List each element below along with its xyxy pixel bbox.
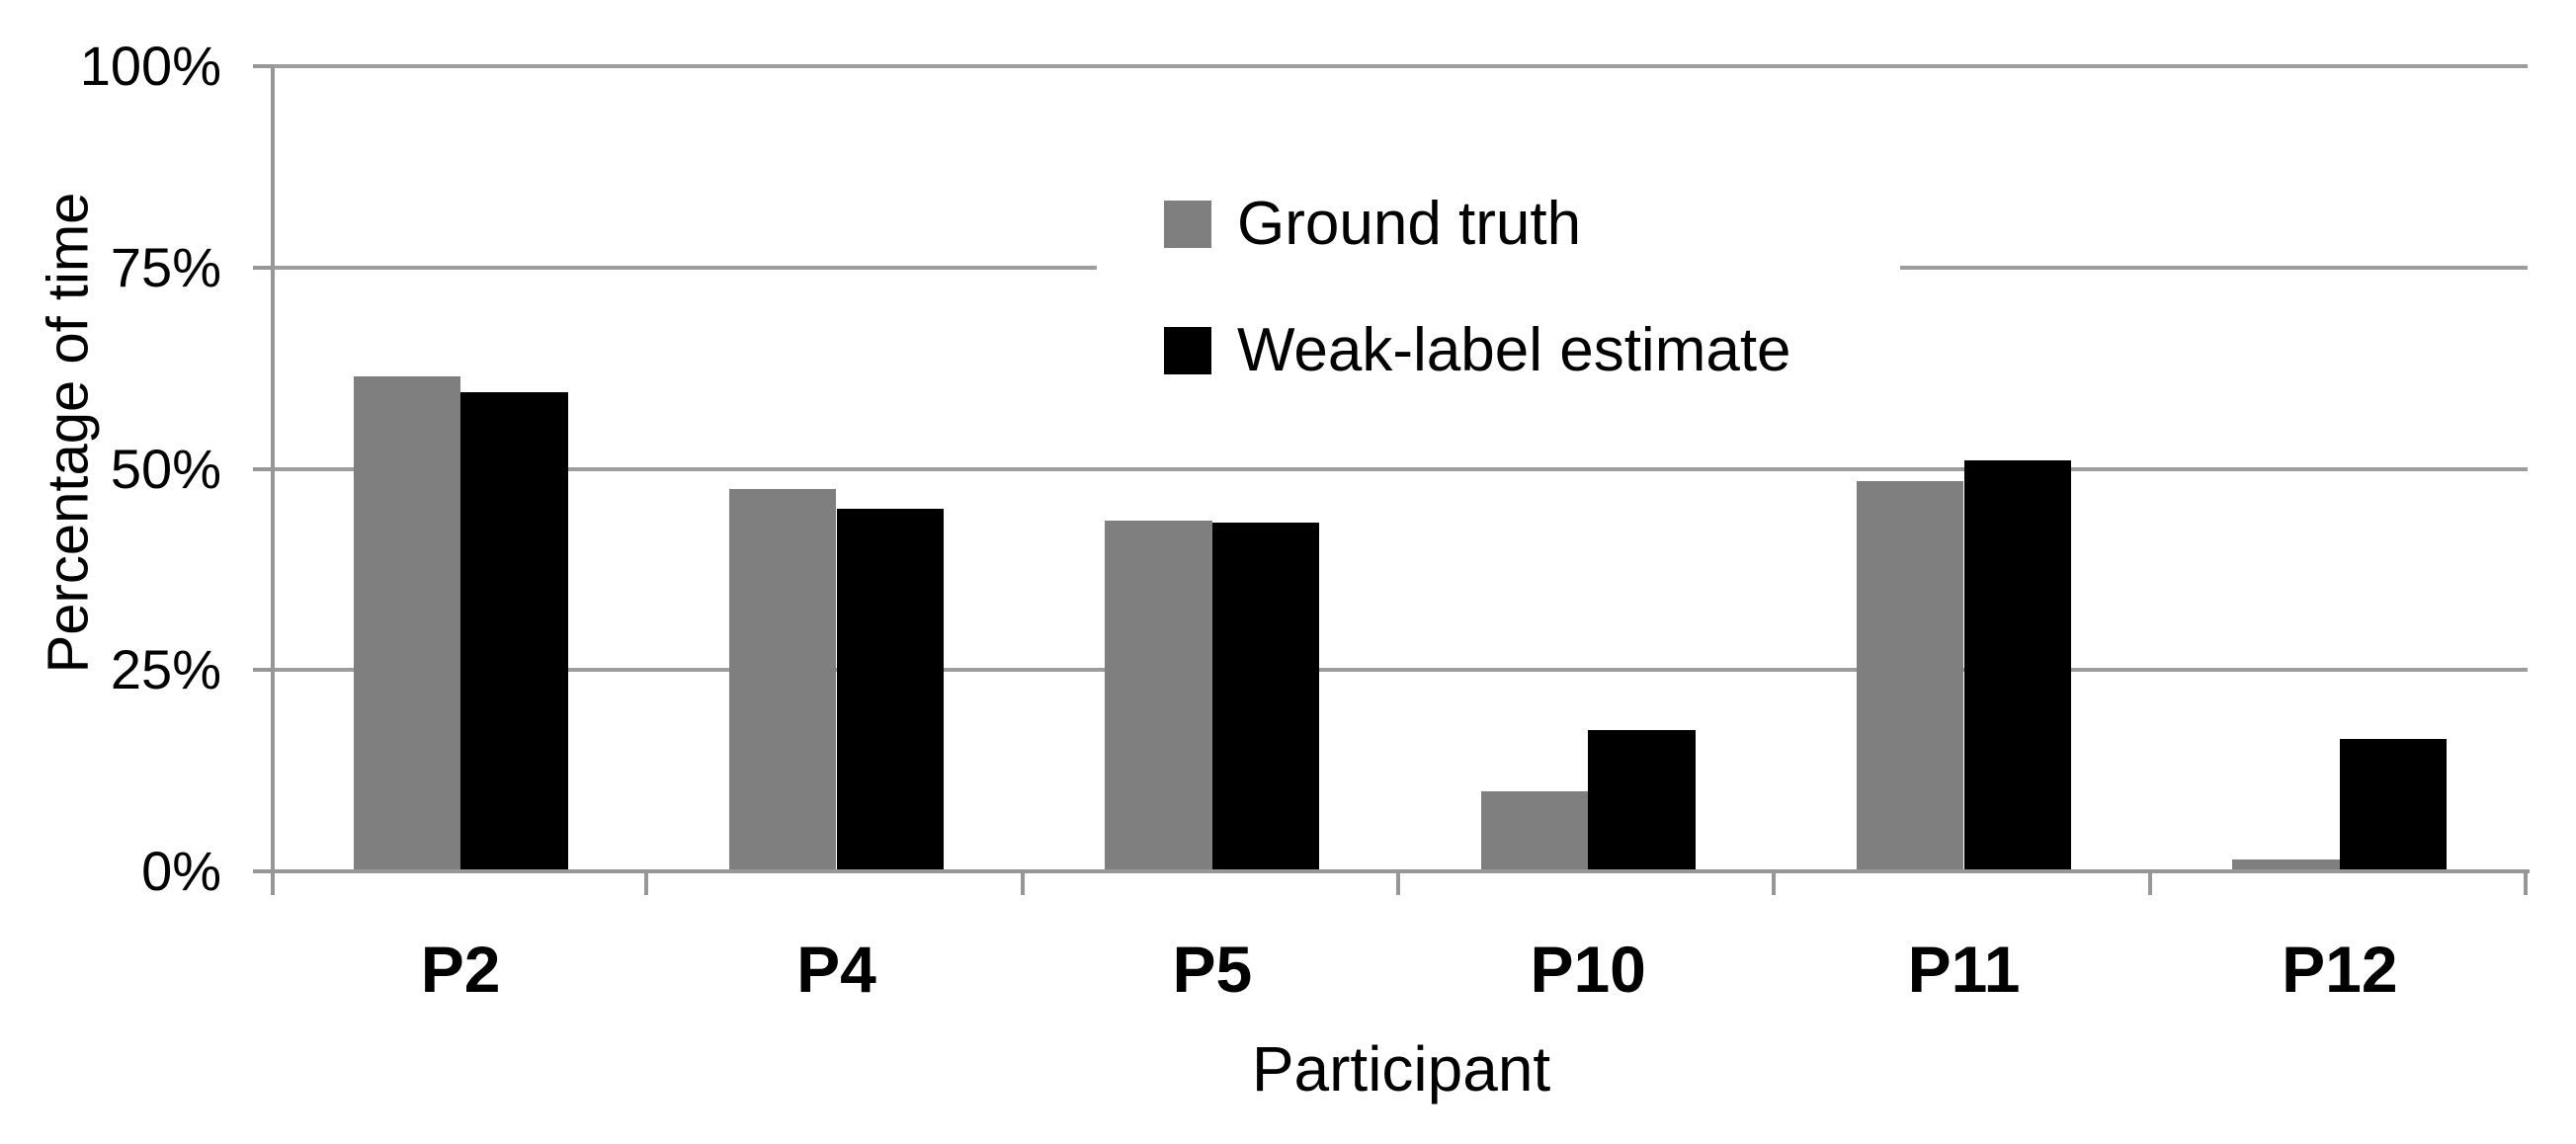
legend-swatch-weak-label-estimate [1164,327,1211,374]
gridline-50 [273,466,2528,471]
y-axis-tick-50 [253,466,273,471]
bar-P12-weak-label-estimate [2339,738,2448,871]
legend-item-weak-label-estimate: Weak-label estimate [1164,320,1791,381]
category-label-P12: P12 [2282,933,2398,1006]
bar-P12-ground-truth [2232,858,2340,871]
gridline-100 [273,64,2528,68]
y-axis-line [271,66,275,895]
bar-P10-ground-truth [1480,790,1589,871]
bar-P2-ground-truth [353,375,461,871]
bar-P10-weak-label-estimate [1588,730,1696,871]
legend-label-weak-label-estimate: Weak-label estimate [1237,316,1791,384]
y-axis-tick-100 [253,64,273,68]
category-label-P11: P11 [1907,933,2021,1006]
legend-swatch-ground-truth [1164,201,1211,248]
y-tick-label-100: 100% [79,35,221,97]
bar-P4-ground-truth [728,488,837,871]
y-axis-tick-75 [253,265,273,270]
x-boundary-tick-3 [1396,871,1400,895]
x-axis-line [271,869,2530,873]
x-boundary-tick-4 [1772,871,1777,895]
y-tick-label-25: 25% [110,638,221,701]
category-label-P10: P10 [1530,933,1646,1006]
y-axis-tick-25 [253,668,273,673]
category-label-P2: P2 [420,933,501,1006]
bar-P11-ground-truth [1856,480,1964,871]
category-label-P5: P5 [1172,933,1253,1006]
y-axis-tick-0 [253,869,273,873]
legend: Ground truth Weak-label estimate [1097,166,1900,417]
x-boundary-tick-1 [644,871,649,895]
bar-P11-weak-label-estimate [1963,460,2072,871]
y-tick-label-0: 0% [141,840,221,902]
gridline-25 [273,668,2528,673]
bar-P2-weak-label-estimate [460,392,568,871]
y-tick-label-50: 50% [110,437,221,500]
legend-label-ground-truth: Ground truth [1237,190,1582,258]
bar-P5-ground-truth [1105,521,1212,871]
legend-item-ground-truth: Ground truth [1164,194,1791,255]
x-boundary-tick-5 [2147,871,2152,895]
bar-P5-weak-label-estimate [1211,523,1320,871]
category-label-P4: P4 [796,933,876,1006]
x-axis-title: Participant [1251,1033,1551,1104]
bar-P4-weak-label-estimate [836,509,945,871]
x-boundary-tick-6 [2524,871,2528,895]
y-tick-label-75: 75% [110,235,221,298]
x-boundary-tick-2 [1020,871,1025,895]
